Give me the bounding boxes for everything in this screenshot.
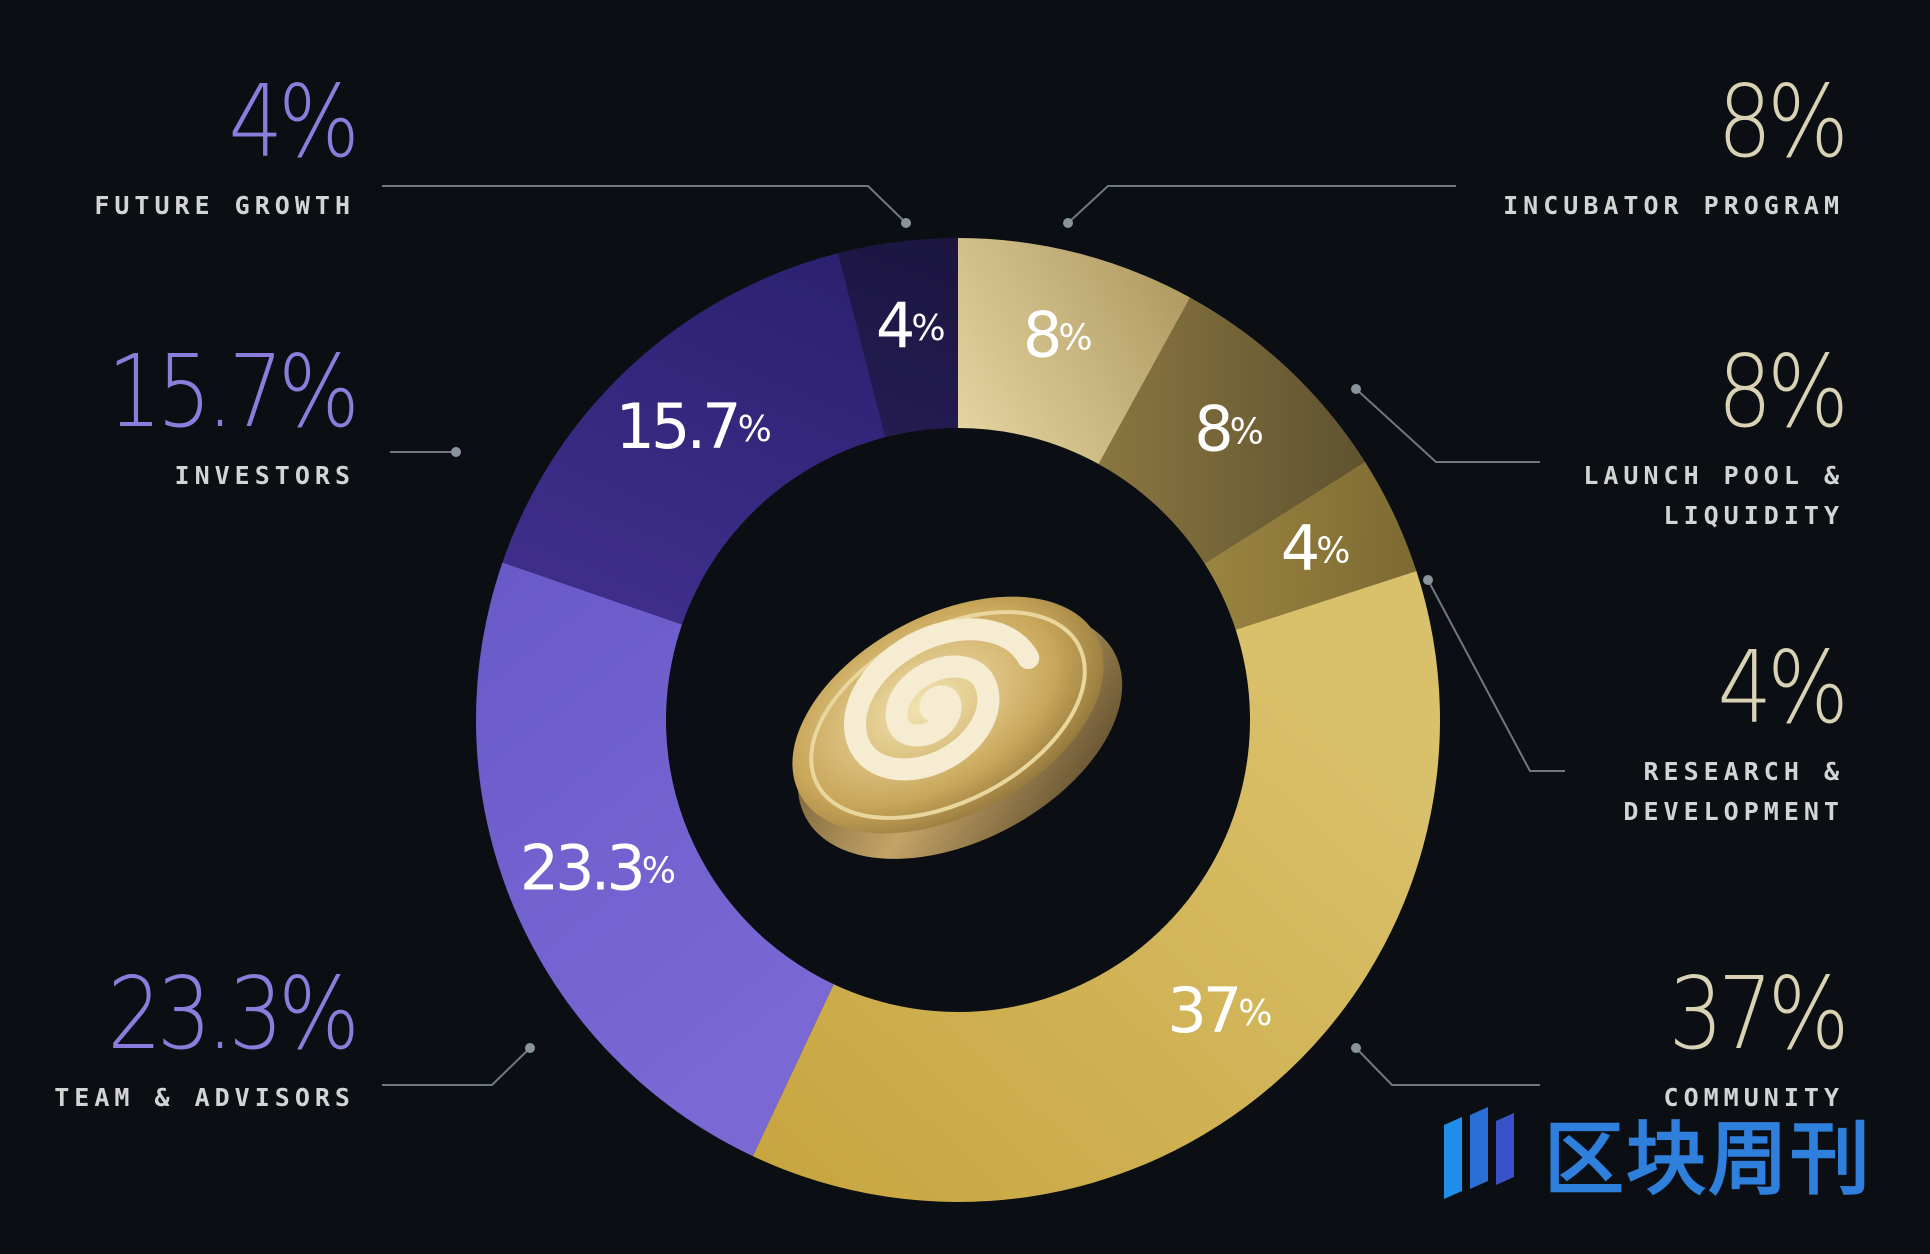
callout-pct: 8% [1717,333,1849,450]
callout-community: 37% COMMUNITY [1640,955,1850,1118]
callout-pct: 37% [1668,955,1849,1072]
callout-label: INCUBATOR PROGRAM [1503,191,1844,220]
donut-slice-investors [502,253,886,625]
leader-research-dot [1423,575,1433,585]
donut-slice-future-growth [838,238,958,438]
donut-slice-launch-pool-liquidity [1098,297,1365,564]
callout-pct: 15.7% [107,333,361,450]
callout-research-development: 4% RESEARCH & DEVELOPMENT [1623,629,1849,832]
leader-launch-pool [1355,388,1540,463]
watermark-logo-icon [1444,1107,1514,1199]
coin-icon [792,596,1123,859]
leader-incubator-dot [1063,218,1073,228]
callout-label: FUTURE GROWTH [94,191,355,220]
leader-team-advisors-dot [525,1043,535,1053]
slice-value-label: 37% [1167,974,1271,1047]
callout-pct: 8% [1717,63,1849,180]
callout-label: COMMUNITY [1663,1083,1844,1112]
callout-label: LAUNCH POOL & LIQUIDITY [1583,456,1844,536]
callout-pct: 4% [228,63,360,180]
leader-future-growth [382,185,907,224]
leader-launch-pool-dot [1351,384,1361,394]
callout-label: TEAM & ADVISORS [54,1083,355,1112]
leader-research [1427,579,1565,772]
callout-label: INVESTORS [174,461,355,490]
callout-label: RESEARCH & DEVELOPMENT [1623,752,1844,832]
leader-community-dot [1351,1043,1361,1053]
callout-team-advisors: 23.3% TEAM & ADVISORS [54,955,361,1118]
callout-label-line-1: LAUNCH POOL & [1583,461,1844,490]
leader-team-advisors [382,1047,531,1086]
leader-investors-dot [451,447,461,457]
donut-slice-community [752,571,1441,1202]
leader-incubator [1067,185,1456,224]
callout-pct: 4% [1717,629,1849,746]
donut-slice-research-development [1204,461,1417,630]
callout-label-line-2: DEVELOPMENT [1623,797,1844,826]
callout-label-line-1: RESEARCH & [1643,757,1844,786]
callout-pct: 23.3% [107,955,361,1072]
callout-incubator-program: 8% INCUBATOR PROGRAM [1503,63,1849,226]
callout-launch-pool: 8% LAUNCH POOL & LIQUIDITY [1583,333,1849,536]
slice-value-label: 15.7% [616,390,771,463]
watermark-text: 区块周刊 [1544,1113,1872,1206]
callout-investors: 15.7% INVESTORS [67,333,361,496]
donut-slice-incubator-program [958,238,1191,465]
watermark: 区块周刊 [1440,1095,1872,1211]
callout-label-line-2: LIQUIDITY [1663,501,1844,530]
donut-slice-team-advisors [475,562,834,1157]
leader-community [1355,1047,1540,1086]
leader-future-growth-dot [901,218,911,228]
callout-future-growth: 4% FUTURE GROWTH [94,63,360,226]
